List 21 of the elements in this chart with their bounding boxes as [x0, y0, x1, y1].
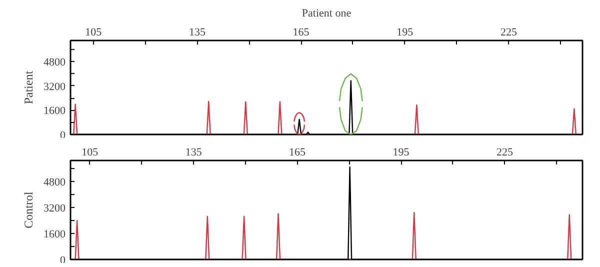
x-tick-label: 135 [185, 146, 202, 158]
x-tick-label: 105 [85, 26, 102, 38]
y-tick-label: 4800 [44, 176, 66, 189]
y-axis-title: Patient [22, 70, 36, 104]
x-tick-label: 225 [496, 146, 514, 158]
chart-title: Patient one [302, 8, 352, 20]
x-tick-label: 225 [500, 26, 518, 38]
x-tick-label: 195 [396, 26, 414, 38]
x-tick-label: 135 [188, 26, 206, 38]
x-tick-label: 165 [289, 146, 306, 158]
x-tick-label: 165 [292, 26, 310, 38]
y-axis-title: Control [22, 191, 36, 228]
y-tick-label: 1600 [44, 228, 66, 241]
y-tick-label: 3200 [44, 80, 66, 93]
line-series [338, 73, 363, 102]
y-tick-label: 4800 [44, 56, 66, 69]
x-tick-label: 195 [392, 146, 410, 158]
y-tick-label: 3200 [44, 202, 66, 215]
x-tick-label: 105 [82, 146, 99, 158]
y-tick-label: 1600 [44, 105, 66, 118]
line-series [338, 106, 363, 134]
